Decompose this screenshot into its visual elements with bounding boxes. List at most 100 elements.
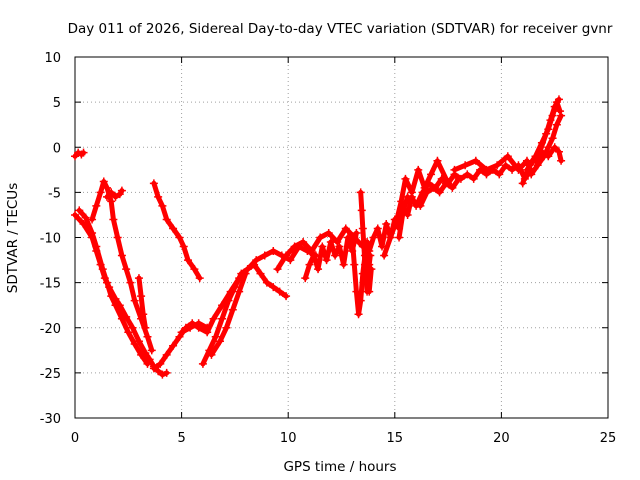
series-track-c xyxy=(75,206,152,368)
data-point xyxy=(139,310,148,319)
data-point xyxy=(222,323,231,332)
data-point xyxy=(190,265,199,274)
data-point xyxy=(71,210,79,219)
data-point xyxy=(450,165,459,174)
data-point xyxy=(399,206,408,215)
data-point xyxy=(469,174,478,183)
data-point xyxy=(113,233,122,242)
data-point xyxy=(141,323,150,332)
data-point xyxy=(137,292,146,301)
data-point xyxy=(134,274,143,283)
data-point xyxy=(107,292,116,301)
data-point xyxy=(209,314,218,323)
data-point xyxy=(194,319,203,328)
data-point xyxy=(273,265,282,274)
data-point xyxy=(382,219,391,228)
data-point xyxy=(441,179,450,188)
series-track-i xyxy=(177,319,212,337)
data-point xyxy=(348,233,357,242)
data-point xyxy=(218,314,227,323)
y-tick-label: -30 xyxy=(40,412,61,427)
data-point xyxy=(262,278,271,287)
data-point xyxy=(427,170,436,179)
x-tick-label: 15 xyxy=(387,431,404,446)
data-point xyxy=(102,278,111,287)
x-tick-label: 20 xyxy=(493,431,510,446)
data-point xyxy=(143,332,152,341)
data-point xyxy=(107,188,116,197)
data-point xyxy=(395,233,404,242)
data-point xyxy=(359,242,368,251)
data-point xyxy=(128,323,137,332)
data-point xyxy=(269,283,278,292)
data-point xyxy=(544,152,553,161)
data-series xyxy=(71,95,566,379)
data-point xyxy=(454,174,463,183)
data-point xyxy=(365,247,374,256)
data-point xyxy=(290,242,299,251)
data-point xyxy=(533,161,542,170)
data-point xyxy=(352,228,361,237)
data-point xyxy=(162,368,171,377)
data-point xyxy=(356,188,365,197)
data-point xyxy=(550,102,559,111)
data-point xyxy=(358,224,367,233)
data-point xyxy=(314,265,323,274)
data-point xyxy=(147,346,156,355)
data-point xyxy=(365,260,374,269)
data-point xyxy=(339,260,348,269)
data-point xyxy=(282,251,291,260)
data-point xyxy=(542,129,551,138)
data-point xyxy=(175,233,184,242)
data-point xyxy=(137,350,146,359)
data-point xyxy=(335,242,344,251)
data-point xyxy=(252,256,261,265)
data-point xyxy=(557,156,566,165)
data-point xyxy=(554,147,563,156)
series-track-w xyxy=(531,143,566,165)
data-point xyxy=(215,337,224,346)
data-point xyxy=(250,260,259,269)
data-point xyxy=(309,251,318,260)
data-point xyxy=(409,197,418,206)
series-track-l xyxy=(273,224,367,274)
x-tick-label: 10 xyxy=(280,431,297,446)
series-track-f xyxy=(134,274,150,332)
data-point xyxy=(134,337,143,346)
series-trace xyxy=(208,271,249,358)
data-point xyxy=(518,179,527,188)
data-point xyxy=(369,233,378,242)
data-point xyxy=(169,224,178,233)
data-point xyxy=(177,328,186,337)
data-point xyxy=(324,228,333,237)
data-point xyxy=(341,224,350,233)
data-point xyxy=(322,256,331,265)
series-track-g xyxy=(149,179,204,283)
data-point xyxy=(149,179,158,188)
data-point xyxy=(461,161,470,170)
y-tick-label: -10 xyxy=(40,232,61,247)
data-point xyxy=(175,332,184,341)
series-trace xyxy=(72,150,86,159)
data-point xyxy=(117,251,126,260)
y-tick-label: 10 xyxy=(44,51,61,66)
y-tick-label: 0 xyxy=(53,141,61,156)
data-point xyxy=(386,233,395,242)
data-point xyxy=(537,147,546,156)
data-point xyxy=(448,183,457,192)
x-tick-label: 25 xyxy=(600,431,617,446)
chart-title: Day 011 of 2026, Sidereal Day-to-day VTE… xyxy=(68,21,613,37)
data-point xyxy=(269,247,278,256)
data-point xyxy=(471,156,480,165)
data-point xyxy=(503,152,512,161)
data-point xyxy=(422,188,431,197)
data-point xyxy=(435,188,444,197)
data-point xyxy=(514,165,523,174)
y-tick-label: -15 xyxy=(40,277,61,292)
data-point xyxy=(81,213,90,222)
data-point xyxy=(286,256,295,265)
data-point xyxy=(501,161,510,170)
data-point xyxy=(550,143,559,152)
data-point xyxy=(92,201,101,210)
data-point xyxy=(363,287,372,296)
